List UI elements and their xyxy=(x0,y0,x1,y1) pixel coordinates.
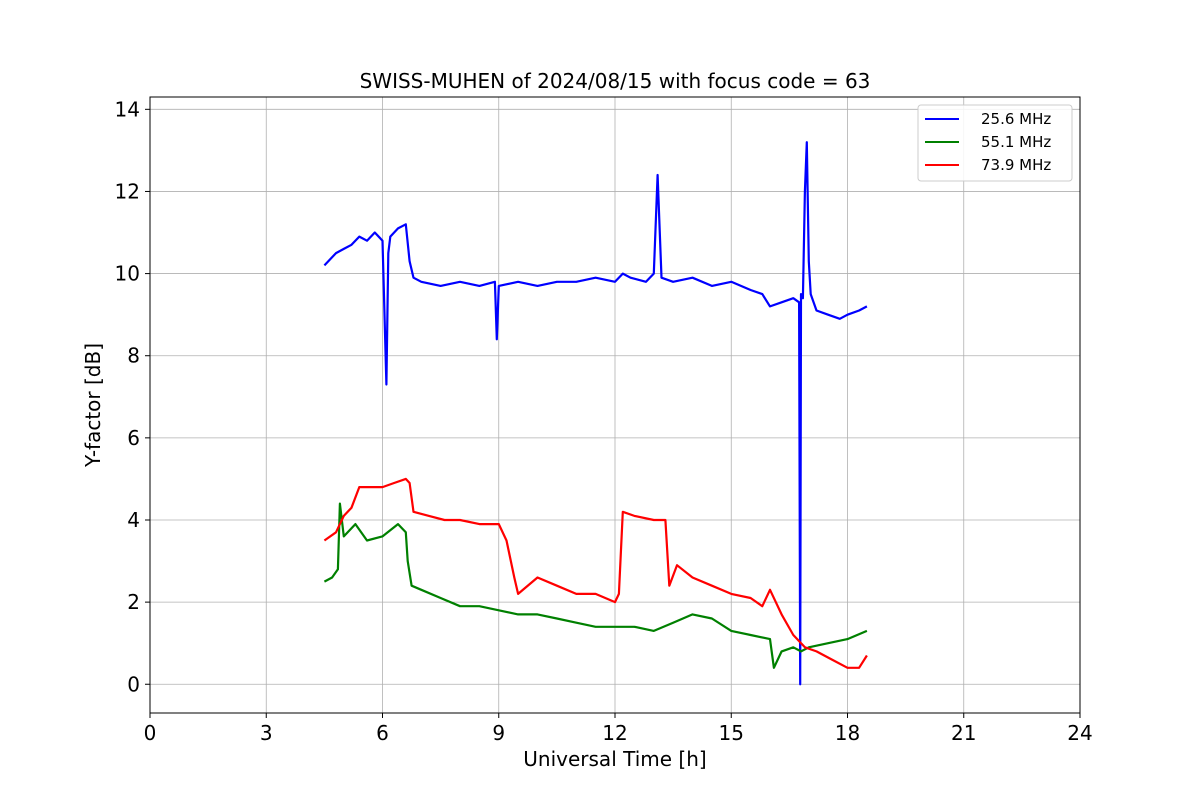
y-tick-label: 10 xyxy=(115,262,140,286)
x-tick-label: 3 xyxy=(260,721,273,745)
legend-box xyxy=(917,104,1073,182)
y-axis-label: Y-factor [dB] xyxy=(81,343,105,468)
y-tick-label: 4 xyxy=(127,508,140,532)
y-tick-label: 12 xyxy=(115,179,140,203)
chart-title: SWISS-MUHEN of 2024/08/15 with focus cod… xyxy=(360,69,871,93)
x-tick-label: 9 xyxy=(492,721,505,745)
x-tick-label: 18 xyxy=(835,721,860,745)
legend: 25.6 MHz 55.1 MHz 73.9 MHz xyxy=(917,104,1073,182)
x-tick-label: 12 xyxy=(602,721,627,745)
legend-label: 55.1 MHz xyxy=(981,133,1051,151)
y-tick-label: 6 xyxy=(127,426,140,450)
x-tick-label: 24 xyxy=(1067,721,1092,745)
series-line-25-6-mhz xyxy=(323,141,868,686)
x-tick-label: 15 xyxy=(719,721,744,745)
y-tick-label: 8 xyxy=(127,344,140,368)
legend-label: 73.9 MHz xyxy=(981,156,1051,174)
x-tick-label: 0 xyxy=(144,721,157,745)
x-tick-label: 21 xyxy=(951,721,976,745)
x-axis-label: Universal Time [h] xyxy=(523,747,706,771)
legend-label: 25.6 MHz xyxy=(981,110,1051,128)
x-tick-label: 6 xyxy=(376,721,389,745)
y-tick-label: 14 xyxy=(115,97,140,121)
series-line-55-1-mhz xyxy=(323,502,868,669)
y-tick-label: 2 xyxy=(127,590,140,614)
series-layer xyxy=(323,141,868,686)
y-tick-label: 0 xyxy=(127,672,140,696)
series-line-73-9-mhz xyxy=(323,477,868,669)
